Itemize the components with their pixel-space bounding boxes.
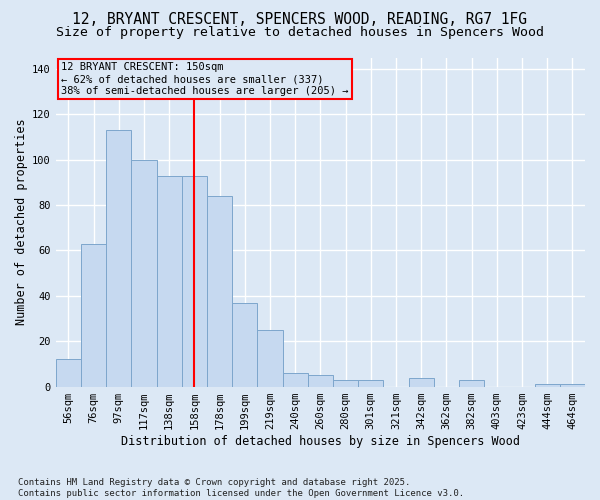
Bar (207, 196, 232, 386)
Bar (283, 373, 308, 386)
Bar (131, 160, 157, 386)
Text: 12 BRYANT CRESCENT: 150sqm
← 62% of detached houses are smaller (337)
38% of sem: 12 BRYANT CRESCENT: 150sqm ← 62% of deta… (61, 62, 349, 96)
Bar (257, 330, 283, 386)
Text: Contains HM Land Registry data © Crown copyright and database right 2025.
Contai: Contains HM Land Registry data © Crown c… (18, 478, 464, 498)
Bar (182, 176, 207, 386)
Text: 12, BRYANT CRESCENT, SPENCERS WOOD, READING, RG7 1FG: 12, BRYANT CRESCENT, SPENCERS WOOD, READ… (73, 12, 527, 28)
Bar (560, 384, 585, 386)
Bar (56, 360, 81, 386)
Bar (409, 378, 434, 386)
Bar (308, 375, 333, 386)
Bar (232, 302, 257, 386)
Bar (459, 380, 484, 386)
Text: Size of property relative to detached houses in Spencers Wood: Size of property relative to detached ho… (56, 26, 544, 39)
X-axis label: Distribution of detached houses by size in Spencers Wood: Distribution of detached houses by size … (121, 434, 520, 448)
Y-axis label: Number of detached properties: Number of detached properties (15, 118, 28, 326)
Bar (358, 380, 383, 386)
Bar (535, 384, 560, 386)
Bar (157, 176, 182, 386)
Bar (81, 244, 106, 386)
Bar (333, 380, 358, 386)
Bar (106, 130, 131, 386)
